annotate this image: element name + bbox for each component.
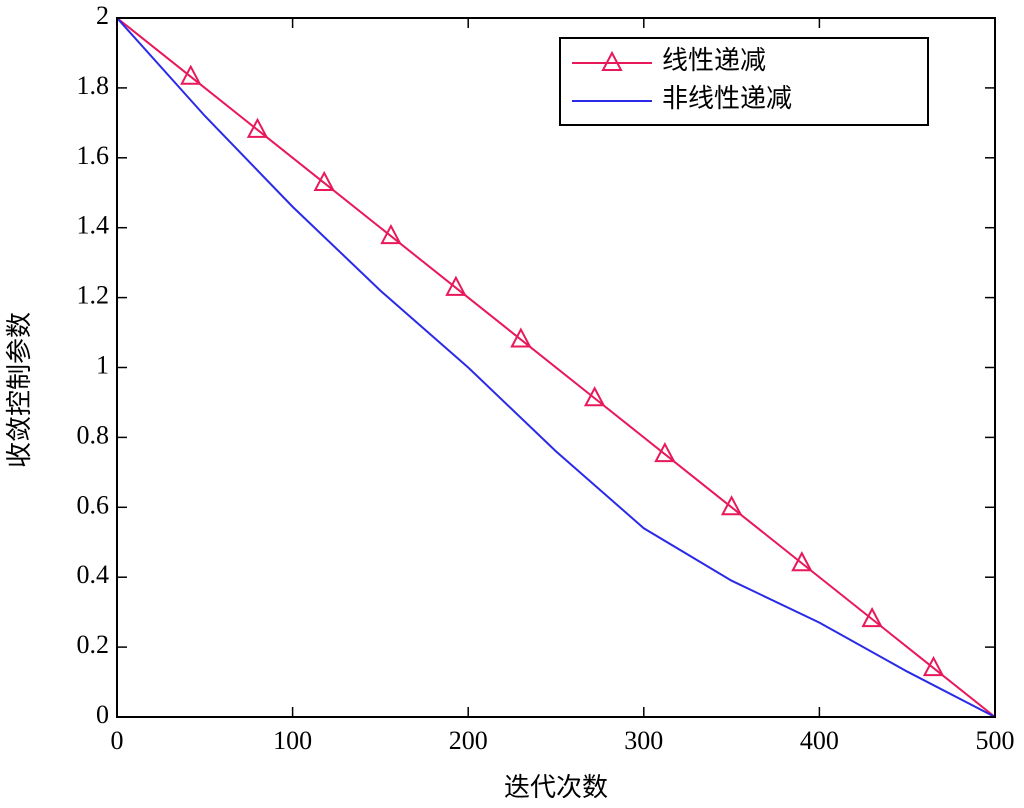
x-tick-label: 300	[624, 726, 663, 755]
marker	[380, 223, 402, 245]
x-tick-label: 200	[449, 726, 488, 755]
plot-frame	[116, 17, 996, 718]
legend-box	[559, 37, 929, 126]
y-tick-label: 1.2	[77, 281, 110, 310]
y-tick-label: 0.4	[77, 560, 110, 589]
y-tick-label: 0.2	[77, 630, 110, 659]
y-tick-label: 0.8	[77, 420, 110, 449]
legend-label: 线性递减	[662, 46, 766, 75]
y-tick-label: 0.6	[77, 490, 110, 519]
x-tick-label: 500	[976, 726, 1015, 755]
x-tick-label: 0	[111, 726, 124, 755]
marker	[445, 275, 467, 296]
y-axis-label: 收敛控制参数	[5, 312, 34, 468]
x-axis-label: 迭代次数	[504, 773, 608, 802]
y-tick-label: 2	[96, 1, 109, 30]
legend-marker	[601, 50, 623, 71]
series-line	[116, 17, 996, 718]
marker	[246, 117, 269, 138]
marker	[720, 495, 743, 516]
marker	[313, 170, 335, 191]
legend-label: 非线性递减	[662, 84, 792, 113]
marker	[180, 64, 202, 85]
y-tick-label: 1	[96, 350, 109, 379]
x-tick-label: 100	[273, 726, 312, 755]
marker	[861, 607, 883, 628]
y-tick-label: 1.4	[77, 211, 110, 240]
y-tick-label: 0	[96, 700, 109, 729]
y-tick-label: 1.8	[77, 71, 110, 100]
marker	[510, 327, 532, 348]
marker	[583, 386, 606, 407]
series-line	[116, 17, 996, 718]
x-tick-label: 400	[800, 726, 839, 755]
marker	[922, 655, 945, 677]
marker	[791, 551, 813, 572]
y-tick-label: 1.6	[77, 141, 110, 170]
marker	[654, 442, 676, 463]
